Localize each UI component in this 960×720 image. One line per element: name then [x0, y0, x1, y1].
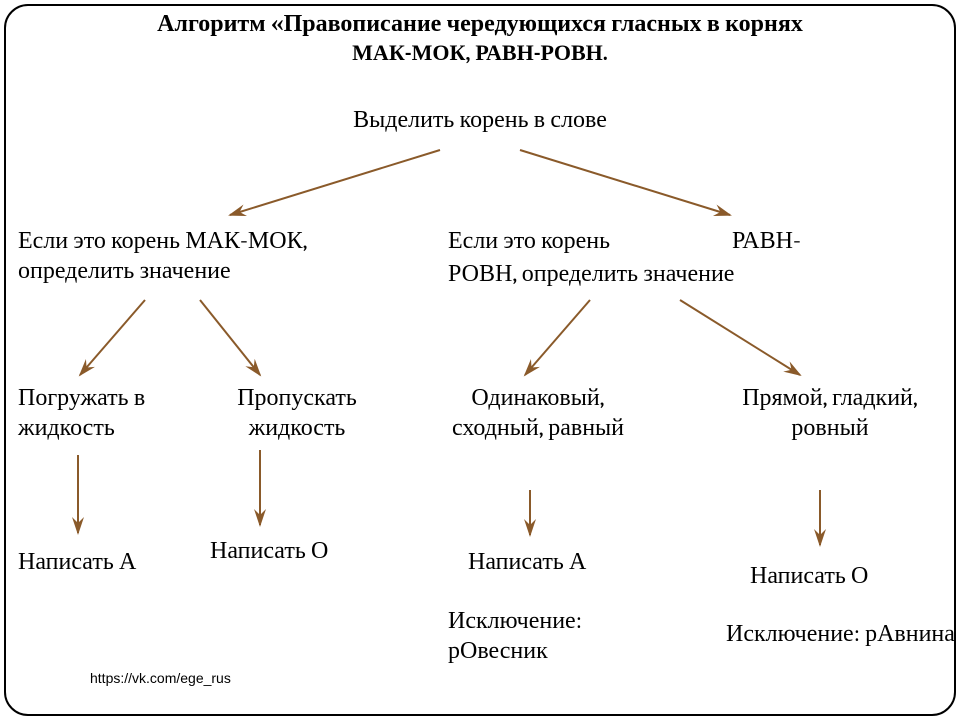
right-right-meaning: Прямой, гладкий, ровный	[740, 382, 920, 442]
right-left-exception: Исключение: рОвесник	[448, 605, 678, 665]
branch-right-label-1: Если это корень	[448, 225, 693, 255]
left-left-meaning: Погружать в жидкость	[18, 382, 198, 442]
left-right-meaning: Пропускать жидкость	[207, 382, 387, 442]
title-main: Алгоритм «Правописание чередующихся глас…	[10, 8, 950, 38]
branch-right-label-2: РАВН-	[732, 225, 932, 255]
right-left-meaning: Одинаковый, сходный, равный	[438, 382, 638, 442]
right-right-exception: Исключение: рАвнина	[726, 618, 956, 648]
right-left-result: Написать А	[468, 546, 668, 576]
title-sub: МАК-МОК, РАВН-РОВН.	[10, 40, 950, 68]
root-step: Выделить корень в слове	[280, 104, 680, 134]
branch-right-label-3: РОВН, определить значение	[448, 258, 948, 288]
right-right-result: Написать О	[750, 560, 950, 590]
branch-left-label: Если это корень МАК-МОК, определить знач…	[18, 225, 398, 285]
left-right-result: Написать О	[210, 535, 410, 565]
left-left-result: Написать А	[18, 546, 218, 576]
footer-link: https://vk.com/ege_rus	[90, 670, 231, 688]
